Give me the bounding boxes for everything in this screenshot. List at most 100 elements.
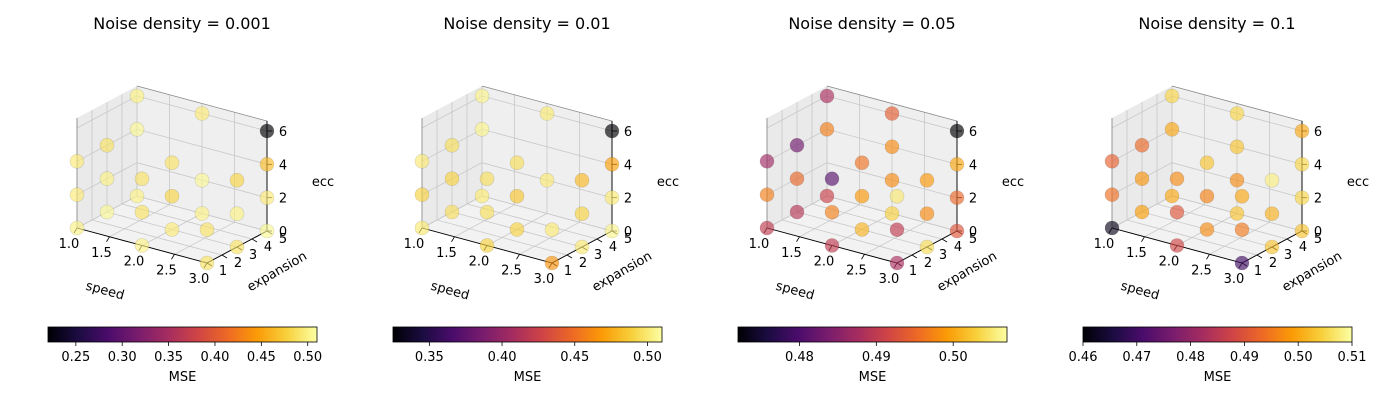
colorbar-tick-label: 0.48 (785, 350, 814, 365)
panel-title: Noise density = 0.1 (1138, 14, 1295, 33)
scatter-point (414, 220, 430, 236)
scatter-point (444, 138, 460, 153)
scatter-point (949, 157, 965, 172)
scatter-point (539, 172, 555, 188)
z-tick-label: 0 (624, 225, 632, 240)
y-tick-label: 2 (579, 256, 587, 271)
colorbar-tick-label: 0.48 (1176, 350, 1205, 365)
x-tick-label: 3.0 (1224, 272, 1245, 287)
scatter-point (574, 239, 590, 255)
panel-title: Noise density = 0.05 (788, 14, 955, 33)
colorbar-tick-label: 0.51 (1338, 350, 1367, 365)
x-tick-label: 3.0 (879, 272, 900, 287)
scatter-point (539, 106, 555, 121)
scatter-point (129, 122, 145, 137)
scatter-point (759, 154, 775, 169)
y-tick-label: 2 (234, 256, 242, 271)
scatter-point (509, 188, 525, 204)
scatter-point (1294, 223, 1310, 239)
y-tick-label: 5 (279, 232, 287, 247)
y-tick-label: 1 (1254, 264, 1262, 279)
scatter-point (1199, 222, 1215, 237)
z-axis-label: ecc (1347, 175, 1369, 190)
scatter-point (259, 157, 275, 172)
y-tick-label: 4 (954, 240, 962, 255)
x-tick-label: 1.5 (91, 246, 112, 261)
scatter-point (824, 171, 840, 187)
scatter-point (229, 206, 245, 221)
x-tick-label: 1.0 (404, 237, 425, 252)
scatter-point (759, 220, 775, 236)
scatter-point (604, 223, 620, 239)
colorbar-tick-label: 0.49 (1230, 350, 1259, 365)
colorbar-tick-label: 0.49 (862, 350, 891, 365)
scatter-point (544, 255, 560, 271)
z-axis-label: ecc (657, 175, 679, 190)
x-tick-label: 2.0 (1159, 255, 1180, 270)
scatter-point (1229, 106, 1245, 121)
scatter-point (259, 123, 275, 139)
scatter-point (1199, 155, 1215, 171)
scatter-point (789, 171, 805, 186)
y-tick-label: 1 (219, 264, 227, 279)
z-tick-label: 2 (279, 192, 287, 207)
scatter-point (129, 88, 145, 104)
y-tick-label: 5 (624, 232, 632, 247)
scatter-point (479, 204, 495, 220)
scatter-point (949, 223, 965, 239)
x-tick (861, 254, 865, 260)
scatter-point (199, 255, 215, 271)
scatter-point (574, 206, 590, 221)
scatter-point (509, 222, 525, 237)
scatter-point (1164, 88, 1180, 104)
x-tick (451, 236, 455, 242)
scatter-point (479, 171, 495, 187)
scatter-point (1264, 173, 1280, 188)
scatter-point (474, 188, 490, 204)
scatter-point (1294, 190, 1310, 205)
scatter-point (444, 204, 460, 220)
scatter-point (1199, 188, 1215, 204)
scatter-point (919, 239, 935, 255)
y-tick-label: 3 (249, 248, 257, 263)
y-tick-label: 4 (1299, 240, 1307, 255)
grid-line (766, 162, 958, 199)
scatter-point (1104, 154, 1120, 169)
scatter-point (69, 220, 85, 236)
scatter-point (884, 106, 900, 121)
x-tick-label: 1.5 (436, 246, 457, 261)
scatter-point (919, 206, 935, 221)
z-tick-label: 6 (1314, 125, 1322, 140)
scatter-point (884, 206, 900, 221)
colorbar (737, 326, 1008, 343)
x-tick (1141, 236, 1145, 242)
scatter-point (889, 255, 905, 271)
z-axis-label: ecc (312, 175, 334, 190)
x-tick-label: 3.0 (189, 272, 210, 287)
y-tick-label: 1 (564, 264, 572, 279)
colorbar-tick-label: 0.35 (154, 350, 183, 365)
scatter-point (759, 187, 775, 202)
x-tick-label: 1.0 (1094, 237, 1115, 252)
colorbar (392, 326, 663, 343)
z-tick-label: 2 (624, 192, 632, 207)
scatter-point (1134, 171, 1150, 186)
scatter-point (414, 187, 430, 202)
grid-line (76, 162, 268, 199)
z-tick-label: 4 (624, 158, 632, 173)
y-tick-label: 3 (939, 248, 947, 263)
colorbar-label: MSE (169, 370, 197, 385)
x-tick-label: 1.0 (59, 237, 80, 252)
scatter-point (479, 238, 495, 253)
x-tick-label: 3.0 (534, 272, 555, 287)
y-tick (1286, 238, 1293, 243)
scatter-point (824, 204, 840, 220)
scatter-point (1264, 206, 1280, 221)
x-tick-label: 2.5 (846, 263, 867, 278)
z-tick-label: 0 (279, 225, 287, 240)
scatter-point (854, 188, 870, 204)
scatter-point (1164, 188, 1180, 204)
x-tick (106, 236, 110, 242)
